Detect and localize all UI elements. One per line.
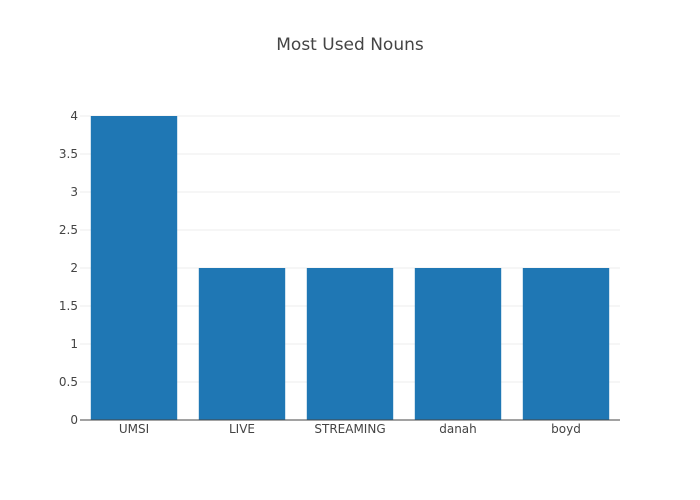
bar-umsi[interactable] <box>90 116 178 420</box>
bar-live[interactable] <box>198 268 286 420</box>
bar-streaming[interactable] <box>306 268 394 420</box>
bars <box>90 116 610 420</box>
y-tick-label: 1 <box>70 337 78 351</box>
y-tick-label: 2 <box>70 261 78 275</box>
y-tick-label: 2.5 <box>59 223 78 237</box>
x-tick-label: danah <box>439 422 477 436</box>
bar-danah[interactable] <box>414 268 502 420</box>
x-tick-label: boyd <box>551 422 581 436</box>
chart-title: Most Used Nouns <box>276 35 424 55</box>
x-axis-ticks: UMSI LIVE STREAMING danah boyd <box>119 422 581 436</box>
x-tick-label: UMSI <box>119 422 149 436</box>
y-tick-label: 0.5 <box>59 375 78 389</box>
y-tick-label: 4 <box>70 109 78 123</box>
bar-boyd[interactable] <box>522 268 610 420</box>
x-tick-label: STREAMING <box>314 422 385 436</box>
x-tick-label: LIVE <box>229 422 255 436</box>
y-tick-label: 3 <box>70 185 78 199</box>
y-tick-label: 0 <box>70 413 78 427</box>
y-tick-label: 3.5 <box>59 147 78 161</box>
y-axis-ticks: 0 0.5 1 1.5 2 2.5 3 3.5 4 <box>59 109 78 427</box>
y-tick-label: 1.5 <box>59 299 78 313</box>
